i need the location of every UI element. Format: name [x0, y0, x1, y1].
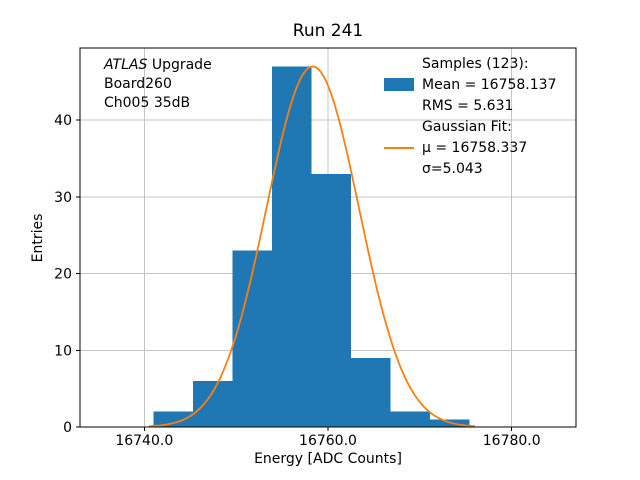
histogram-bar [272, 66, 312, 428]
y-tick-label: 0 [63, 420, 72, 436]
legend-label-mean: Mean = 16758.137 [422, 76, 557, 93]
histogram-bar [351, 358, 391, 427]
legend-label-samples-header: Samples (123): [422, 55, 529, 72]
histogram-bar [153, 411, 193, 427]
gaussian-fit-curve [148, 65, 476, 428]
histogram-bar [311, 173, 351, 427]
histogram-bar [193, 381, 233, 427]
x-tick-label: 16740.0 [115, 433, 173, 449]
y-tick-label: 10 [54, 343, 72, 359]
legend-patch-histogram [384, 78, 414, 91]
legend-label-mu: μ = 16758.337 [422, 139, 528, 156]
histogram-bar [232, 250, 272, 427]
legend-row-sigma: σ=5.043 [384, 158, 556, 179]
annotation-line-2: Board260 [104, 76, 172, 92]
annotation-upgrade: Upgrade [147, 57, 212, 73]
legend-label-fit-header: Gaussian Fit: [422, 118, 512, 135]
x-axis-label: Energy [ADC Counts] [254, 451, 402, 467]
legend-row-samples-header: Samples (123): [384, 53, 556, 74]
legend-label-sigma: σ=5.043 [422, 160, 483, 177]
chart-title: Run 241 [292, 21, 364, 41]
x-tick-label: 16780.0 [483, 433, 541, 449]
x-tick-label: 16760.0 [299, 433, 357, 449]
annotation-atlas: ATLAS [104, 57, 148, 73]
y-tick-label: 30 [54, 190, 72, 206]
annotation-line-3: Ch005 35dB [104, 95, 191, 111]
y-axis-label: Entries [30, 213, 46, 263]
legend-row-rms: RMS = 5.631 [384, 95, 556, 116]
annotation-line-1: ATLAS Upgrade [104, 56, 212, 75]
legend: Samples (123): Mean = 16758.137 RMS = 5.… [384, 53, 556, 179]
y-tick-label: 20 [54, 267, 72, 283]
legend-label-rms: RMS = 5.631 [422, 97, 514, 114]
histogram-bar [390, 411, 430, 427]
y-tick-label: 40 [54, 113, 72, 129]
legend-line-fit [384, 146, 414, 149]
legend-row-fit-header: Gaussian Fit: [384, 116, 556, 137]
annotation-block: ATLAS Upgrade Board260 Ch005 35dB [104, 56, 212, 113]
legend-row-mean: Mean = 16758.137 [384, 74, 556, 95]
legend-row-mu: μ = 16758.337 [384, 137, 556, 158]
